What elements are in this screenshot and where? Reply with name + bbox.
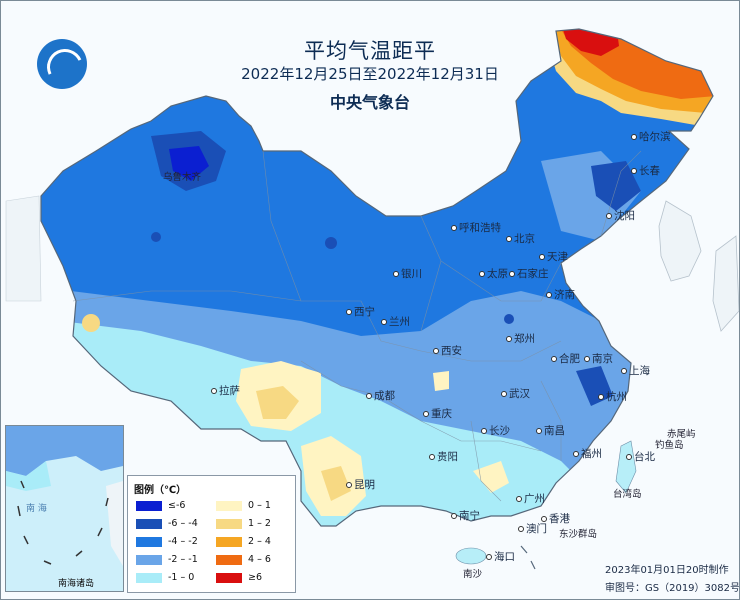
place-label: 乌鲁木齐 <box>163 172 202 183</box>
city-label: 沈阳 <box>606 208 635 223</box>
city-label: 西安 <box>433 343 462 358</box>
legend-item: 1 – 2 <box>216 518 271 532</box>
city-label: 上海 <box>621 363 650 378</box>
place-label: 南沙 <box>463 569 483 580</box>
city-label: 西宁 <box>346 304 375 319</box>
legend-item: -6 – -4 <box>136 518 198 532</box>
legend-label: 0 – 1 <box>248 500 271 511</box>
legend-swatch <box>216 554 242 565</box>
review-number: 审图号：GS（2019）3082号 <box>605 583 740 594</box>
legend-label: -4 – -2 <box>168 536 198 547</box>
city-label: 海口 <box>486 549 515 564</box>
legend-label: 4 – 6 <box>248 554 271 565</box>
legend-swatch <box>136 536 162 547</box>
legend-item: -1 – 0 <box>136 572 194 586</box>
city-label: 台北 <box>626 449 655 464</box>
legend-swatch <box>216 536 242 547</box>
city-label: 杭州 <box>598 389 627 404</box>
map-title: 平均气温距平 <box>304 39 436 63</box>
city-label: 澳门 <box>518 521 547 536</box>
city-label: 武汉 <box>501 386 530 401</box>
city-label: 香港 <box>541 511 570 526</box>
city-label: 广州 <box>516 491 545 506</box>
place-label: 东沙群岛 <box>559 529 598 540</box>
legend-item: 0 – 1 <box>216 500 271 514</box>
city-label: 拉萨 <box>211 383 240 398</box>
city-label: 成都 <box>366 388 395 403</box>
legend-item: 2 – 4 <box>216 536 271 550</box>
legend-label: -1 – 0 <box>168 572 195 583</box>
city-label: 哈尔滨 <box>631 129 671 144</box>
city-label: 福州 <box>573 446 602 461</box>
legend-title: 图例（℃） <box>134 485 187 496</box>
date-range: 2022年12月25日至2022年12月31日 <box>241 65 499 83</box>
legend-item: ≥6 <box>216 572 262 586</box>
legend-item: 4 – 6 <box>216 554 271 568</box>
inset-label: 南海诸岛 <box>58 579 95 589</box>
city-label: 呼和浩特 <box>451 220 501 235</box>
cma-logo <box>37 39 87 89</box>
legend-swatch <box>136 572 162 583</box>
city-label: 合肥 <box>551 351 580 366</box>
legend-swatch <box>136 518 162 529</box>
place-label: 钓鱼岛 <box>655 440 684 451</box>
legend-swatch <box>216 518 242 529</box>
place-label: 台湾岛 <box>613 489 642 500</box>
legend-swatch <box>216 500 242 511</box>
legend-swatch <box>136 554 162 565</box>
legend-item: ≤-6 <box>136 500 185 514</box>
city-label: 长春 <box>631 163 660 178</box>
city-label: 长沙 <box>481 423 510 438</box>
city-label: 济南 <box>546 287 575 302</box>
city-label: 南昌 <box>536 423 565 438</box>
legend-label: 2 – 4 <box>248 536 271 547</box>
legend-label: -6 – -4 <box>168 518 198 529</box>
legend-swatch <box>216 572 242 583</box>
city-label: 贵阳 <box>429 449 458 464</box>
south-china-sea-inset: 南 海 南海诸岛 <box>5 425 124 592</box>
made-time: 2023年01月01日20时制作 <box>605 565 729 576</box>
city-label: 南宁 <box>451 508 480 523</box>
legend-label: 1 – 2 <box>248 518 271 529</box>
legend-item: -2 – -1 <box>136 554 198 568</box>
legend-label: ≤-6 <box>168 500 186 511</box>
city-label: 银川 <box>393 266 422 281</box>
legend-swatch <box>136 500 162 511</box>
city-label: 兰州 <box>381 314 410 329</box>
agency-name: 中央气象台 <box>329 93 410 112</box>
legend-label: -2 – -1 <box>168 554 198 565</box>
city-label: 太原 <box>479 266 508 281</box>
legend-label: ≥6 <box>248 572 263 583</box>
city-label: 郑州 <box>506 331 535 346</box>
place-label: 赤尾屿 <box>667 429 696 440</box>
city-label: 北京 <box>506 231 535 246</box>
inset-sea-label: 南 海 <box>26 504 47 514</box>
legend-item: -4 – -2 <box>136 536 198 550</box>
city-label: 天津 <box>539 249 568 264</box>
city-label: 重庆 <box>423 406 452 421</box>
city-label: 石家庄 <box>509 266 549 281</box>
city-label: 南京 <box>584 351 613 366</box>
legend: 图例（℃） ≤-6 -6 – -4 -4 – -2 -2 – -1 -1 – 0 0 – … <box>127 475 296 593</box>
city-label: 昆明 <box>346 477 375 492</box>
inset-map <box>6 426 123 566</box>
